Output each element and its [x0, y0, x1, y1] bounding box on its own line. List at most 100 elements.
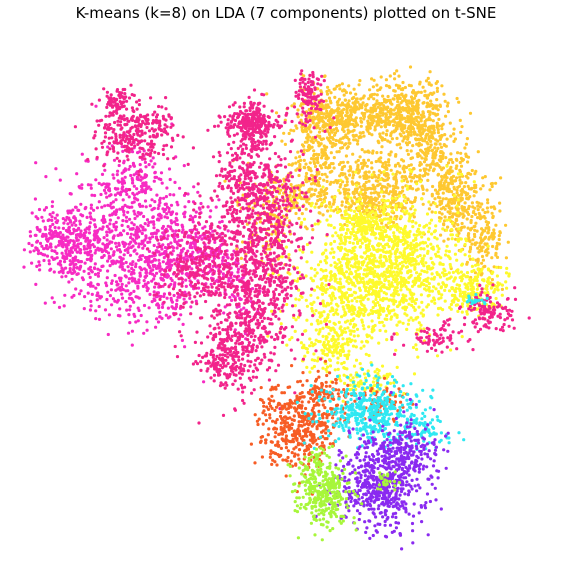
scatter-point — [180, 338, 184, 342]
scatter-point — [449, 233, 453, 237]
scatter-point — [455, 233, 459, 237]
scatter-point — [103, 168, 107, 172]
scatter-point — [425, 96, 430, 100]
scatter-point — [485, 253, 489, 257]
scatter-point — [140, 188, 144, 192]
scatter-point — [87, 246, 91, 250]
scatter-point — [133, 216, 137, 221]
scatter-point — [343, 192, 347, 196]
scatter-point — [415, 119, 419, 123]
scatter-point — [295, 196, 299, 200]
scatter-point — [341, 136, 345, 140]
scatter-point — [77, 208, 81, 212]
scatter-point — [449, 265, 453, 269]
scatter-point — [409, 200, 413, 204]
scatter-point — [315, 172, 319, 176]
scatter-point — [371, 120, 375, 124]
scatter-point — [302, 217, 307, 221]
scatter-point — [327, 163, 331, 168]
scatter-point — [330, 109, 334, 113]
scatter-point — [433, 188, 438, 192]
scatter-point — [447, 204, 451, 208]
scatter-point — [50, 218, 54, 222]
scatter-point — [440, 293, 444, 297]
scatter-point — [141, 246, 145, 250]
scatter-point — [344, 205, 348, 209]
scatter-point — [100, 255, 105, 259]
scatter-point — [459, 130, 463, 134]
scatter-point — [384, 78, 388, 82]
scatter-point — [391, 247, 395, 251]
scatter-point — [410, 220, 414, 224]
scatter-point — [404, 93, 408, 97]
scatter-point — [323, 106, 327, 110]
scatter-point — [53, 234, 57, 238]
scatter-point — [370, 291, 375, 295]
scatter-point — [135, 232, 139, 236]
scatter-point — [282, 131, 286, 135]
scatter-point — [127, 313, 131, 317]
scatter-point — [135, 177, 139, 181]
scatter-point — [384, 115, 388, 119]
scatter-point — [311, 279, 315, 283]
scatter-point — [456, 198, 460, 202]
scatter-point — [83, 261, 87, 265]
scatter-point — [322, 193, 326, 197]
scatter-point — [399, 267, 403, 271]
scatter-point — [346, 131, 350, 135]
scatter-point — [158, 269, 162, 273]
scatter-point — [443, 299, 447, 303]
scatter-point — [455, 204, 459, 208]
scatter-point — [304, 225, 308, 229]
scatter-point — [342, 129, 346, 133]
scatter-point — [75, 228, 79, 232]
scatter-point — [144, 183, 148, 187]
scatter-point — [153, 170, 157, 174]
scatter-point — [468, 250, 472, 254]
scatter-point — [90, 253, 94, 257]
scatter-point — [90, 292, 94, 296]
scatter-point — [391, 172, 395, 176]
scatter-point — [114, 228, 118, 232]
scatter-point — [22, 265, 26, 269]
scatter-point — [371, 149, 375, 153]
scatter-point — [315, 285, 319, 289]
scatter-point — [151, 215, 155, 220]
scatter-point — [101, 242, 105, 246]
scatter-point — [61, 233, 65, 237]
scatter-point — [114, 210, 119, 214]
scatter-point — [388, 153, 392, 157]
scatter-point — [98, 268, 102, 272]
scatter-point — [385, 129, 389, 133]
scatter-point — [424, 288, 428, 292]
scatter-point — [187, 200, 191, 204]
scatter-point — [412, 120, 416, 124]
scatter-point — [71, 239, 75, 243]
scatter-point — [405, 102, 409, 106]
scatter-point — [295, 126, 299, 130]
scatter-point — [405, 149, 409, 153]
scatter-point — [345, 111, 349, 115]
scatter-point — [130, 329, 134, 333]
scatter-point — [404, 177, 408, 181]
scatter-point — [162, 196, 166, 200]
scatter-point — [108, 264, 112, 268]
scatter-point — [333, 87, 337, 91]
scatter-point — [38, 268, 42, 272]
scatter-point — [407, 232, 411, 236]
scatter-point — [481, 184, 485, 188]
scatter-point — [239, 256, 243, 260]
scatter-point — [367, 242, 371, 246]
scatter-point — [481, 208, 485, 212]
scatter-point — [430, 289, 434, 293]
scatter-point — [321, 115, 325, 119]
scatter-point — [467, 171, 471, 175]
scatter-point — [438, 142, 442, 146]
scatter-point — [300, 113, 304, 117]
scatter-point — [408, 65, 413, 69]
scatter-point — [324, 205, 328, 209]
scatter-point — [490, 278, 494, 282]
scatter-point — [86, 227, 90, 231]
scatter-point — [383, 160, 388, 164]
scatter-point — [108, 240, 112, 244]
